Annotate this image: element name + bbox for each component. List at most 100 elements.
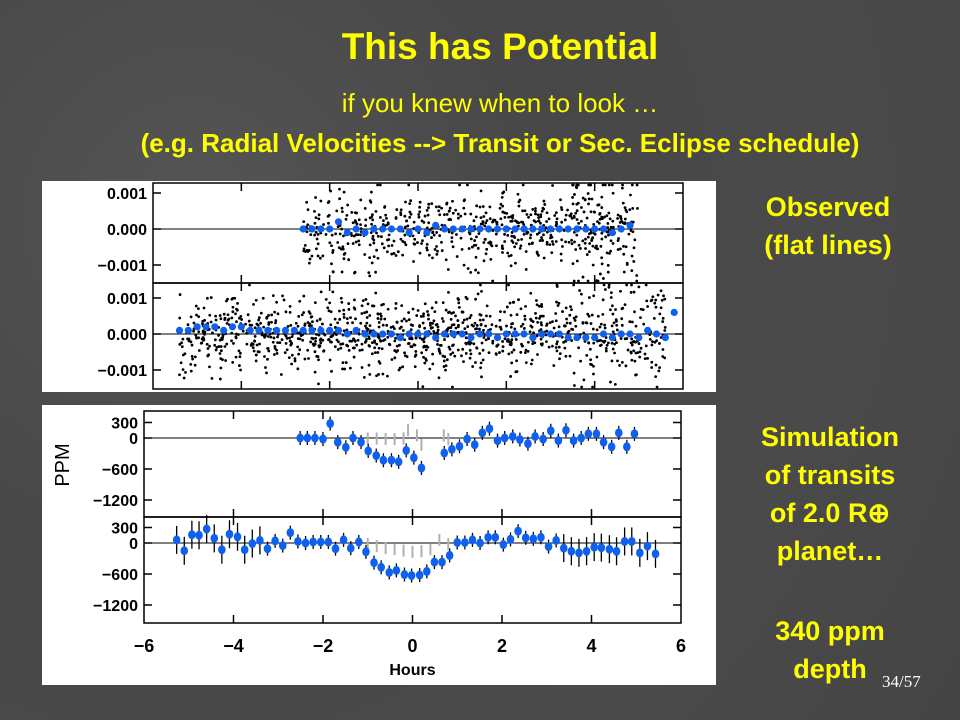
binned-point (564, 334, 572, 342)
raw-point (400, 319, 404, 323)
raw-point (225, 342, 229, 346)
raw-point (330, 233, 334, 237)
raw-point (653, 301, 657, 305)
raw-point (453, 354, 457, 358)
raw-point (536, 320, 540, 324)
raw-point (431, 362, 435, 366)
raw-point (510, 234, 514, 238)
raw-point (489, 257, 493, 261)
raw-point (375, 374, 378, 378)
raw-point (603, 326, 607, 330)
raw-point (392, 239, 396, 243)
raw-point (530, 358, 534, 362)
raw-point (484, 221, 488, 225)
raw-point (609, 291, 613, 294)
raw-point (557, 345, 561, 349)
raw-point (626, 348, 630, 352)
raw-point (426, 213, 430, 217)
raw-point (500, 246, 504, 250)
raw-point (510, 338, 514, 342)
raw-point (396, 250, 400, 254)
raw-point (316, 254, 320, 258)
raw-point (655, 339, 658, 343)
raw-point (654, 363, 658, 367)
raw-point (624, 245, 628, 249)
raw-point (341, 245, 345, 249)
raw-point (449, 353, 453, 356)
raw-point (344, 217, 348, 221)
data-point (301, 538, 310, 548)
raw-point (408, 202, 412, 206)
data-point (370, 558, 378, 568)
binned-point (211, 323, 219, 331)
binned-point (379, 225, 387, 233)
binned-point (308, 326, 316, 334)
raw-point (360, 348, 364, 352)
raw-point (370, 304, 374, 308)
raw-point (342, 316, 346, 319)
binned-point (449, 330, 457, 338)
raw-point (633, 310, 636, 314)
y-tick-label: 0 (129, 536, 138, 553)
raw-point (265, 316, 269, 320)
raw-point (484, 338, 488, 342)
raw-point (431, 352, 434, 356)
raw-point (516, 238, 520, 242)
raw-point (407, 342, 411, 345)
raw-point (630, 269, 634, 273)
raw-point (633, 359, 637, 363)
raw-point (328, 241, 332, 245)
binned-point (538, 330, 546, 338)
data-point (240, 545, 249, 555)
raw-point (630, 320, 634, 324)
raw-point (512, 348, 516, 352)
raw-point (178, 342, 182, 346)
raw-point (370, 341, 374, 345)
data-point (430, 557, 439, 567)
raw-point (655, 385, 659, 389)
raw-point (507, 254, 511, 258)
raw-point (568, 354, 572, 358)
raw-point (280, 338, 284, 342)
raw-point (225, 299, 228, 303)
raw-point (350, 210, 354, 214)
data-point (339, 535, 348, 545)
raw-point (269, 335, 273, 339)
raw-point (289, 323, 293, 327)
raw-point (335, 209, 339, 213)
raw-point (348, 366, 352, 370)
data-point (400, 570, 409, 580)
data-point (584, 429, 593, 439)
raw-point (527, 340, 530, 344)
raw-point (386, 374, 389, 378)
raw-point (581, 239, 585, 243)
raw-point (410, 345, 414, 349)
raw-point (368, 256, 372, 260)
data-point (508, 431, 517, 441)
raw-point (603, 323, 606, 327)
raw-point (491, 229, 495, 233)
raw-point (635, 279, 639, 283)
raw-point (574, 324, 578, 328)
raw-point (585, 354, 589, 357)
raw-point (612, 321, 616, 325)
data-point (500, 433, 509, 443)
raw-point (193, 355, 197, 359)
raw-point (592, 372, 595, 376)
raw-point (412, 242, 416, 246)
raw-point (529, 324, 533, 328)
raw-point (222, 312, 226, 316)
raw-point (590, 363, 594, 367)
raw-point (615, 319, 618, 323)
raw-point (603, 288, 607, 291)
raw-point (308, 312, 312, 315)
raw-point (479, 189, 483, 193)
raw-point (444, 308, 448, 312)
raw-point (290, 335, 294, 339)
binned-point (405, 229, 413, 237)
raw-point (505, 305, 509, 309)
raw-point (413, 237, 417, 241)
raw-point (580, 301, 584, 305)
raw-point (651, 295, 655, 299)
raw-point (469, 352, 473, 356)
